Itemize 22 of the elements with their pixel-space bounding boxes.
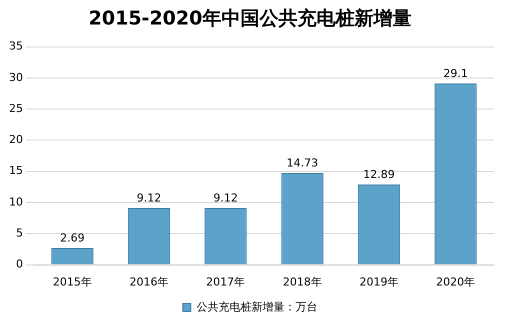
data-label: 12.89: [363, 168, 395, 181]
x-tick-label: 2019年: [360, 275, 398, 288]
x-tick-label: 2018年: [282, 275, 322, 288]
y-tick-label: 5: [16, 226, 23, 240]
x-tick-label: 2015年: [52, 275, 92, 288]
y-tick-label: 30: [8, 70, 23, 84]
x-tick-label: 2020年: [436, 275, 476, 288]
y-tick-label: 15: [8, 164, 23, 178]
y-tick-label: 10: [8, 195, 23, 208]
chart-title: 2015-2020年中国公共充电桩新增量: [88, 7, 412, 30]
y-tick-label: 25: [8, 102, 23, 115]
data-label: 29.1: [443, 66, 468, 80]
data-label: 14.73: [286, 156, 318, 170]
data-label: 9.12: [213, 191, 238, 204]
y-tick-label: 35: [8, 40, 23, 53]
y-tick-label: 20: [8, 133, 23, 146]
y-tick-label: 0: [16, 258, 23, 271]
x-tick-label: 2017年: [206, 275, 246, 288]
data-label: 2.69: [60, 231, 85, 244]
x-tick-label: 2016年: [130, 275, 168, 288]
legend-label: 公共充电桩新增量：万台: [196, 300, 318, 314]
data-label: 9.12: [136, 191, 162, 204]
